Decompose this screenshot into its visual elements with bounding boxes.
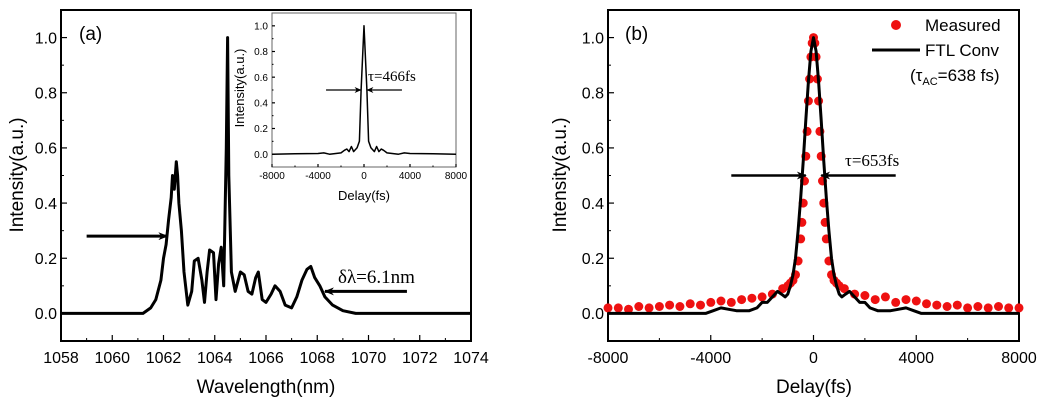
y-tick-label: 0.6: [35, 141, 57, 158]
y-tick-label: 0.0: [582, 306, 604, 323]
y-tick-label: 0.8: [582, 86, 604, 103]
y-tick-label: 0.8: [254, 47, 268, 58]
x-tick-label: -8000: [259, 171, 285, 182]
measured-point: [911, 296, 921, 306]
y-tick-label: 0.4: [254, 98, 268, 109]
ftl-conv-line: [608, 36, 1019, 315]
measured-point: [737, 295, 747, 305]
y-tick-label: 0.2: [35, 251, 57, 268]
measured-point: [880, 292, 890, 302]
measured-point: [634, 302, 644, 311]
measured-point: [726, 297, 736, 307]
measured-point: [994, 302, 1003, 311]
x-tick-label: 4000: [898, 350, 934, 367]
measured-point: [891, 297, 901, 307]
x-tick-label: 4000: [399, 171, 422, 182]
measured-point: [747, 293, 757, 303]
measured-point: [1004, 303, 1014, 313]
y-tick-label: 0.6: [254, 73, 268, 84]
panel-b-label: (b): [625, 24, 648, 45]
y-tick-label: 0.8: [35, 86, 57, 103]
x-tick-label: 1072: [402, 350, 438, 367]
panel-b-ylabel: Intensity(a.u.): [550, 117, 571, 232]
legend: Measured FTL Conv (τAC=638 fs): [872, 16, 1001, 88]
y-tick-label: 1.0: [254, 21, 268, 32]
measured-point: [922, 299, 931, 309]
measured-point: [624, 304, 633, 314]
inset-autocorrelation-line: [271, 25, 457, 155]
x-tick-label: 8000: [1001, 350, 1037, 367]
measured-point: [716, 296, 726, 306]
y-tick-label: 0.0: [254, 150, 268, 161]
measured-point: [706, 297, 716, 307]
measured-point: [757, 292, 767, 302]
y-tick-label: 1.0: [582, 30, 604, 47]
measured-point: [685, 299, 695, 309]
x-tick-label: 8000: [445, 171, 468, 182]
y-tick-label: 0.2: [582, 251, 604, 268]
x-tick-label: -8000: [588, 350, 629, 367]
panel-b-autocorrelation: -8000 -4000 0 4000 8000 0.0 0.2 0.4 0.6 0.8 1.0: [582, 9, 1037, 367]
measured-point: [603, 303, 613, 313]
measured-point: [1014, 303, 1024, 313]
measured-point: [644, 303, 654, 313]
legend-measured-label: Measured: [925, 16, 1001, 35]
measured-point: [613, 303, 623, 313]
x-tick-label: 1060: [94, 350, 130, 367]
x-tick-label: 1068: [299, 350, 335, 367]
panel-a-ylabel: Intensity(a.u.): [7, 117, 28, 232]
spectrum-line: [61, 36, 471, 315]
y-tick-label: 0.2: [254, 124, 268, 135]
measured-point: [654, 302, 664, 311]
legend-measured-marker: [891, 20, 901, 30]
bandwidth-annotation: δλ=6.1nm: [338, 267, 415, 288]
y-tick-label: 0.4: [35, 196, 57, 213]
panel-a-xlabel: Wavelength(nm): [197, 377, 336, 398]
x-tick-label: 1062: [146, 350, 182, 367]
y-tick-label: 0.6: [582, 141, 604, 158]
measured-point: [983, 303, 993, 313]
measured-point: [839, 284, 849, 294]
x-tick-label: 0: [361, 171, 367, 182]
y-tick-label: 0.0: [35, 306, 57, 323]
measured-point: [952, 300, 962, 310]
measured-point: [696, 300, 705, 310]
measured-point: [963, 303, 973, 313]
y-tick-label: 1.0: [35, 30, 57, 47]
measured-point: [942, 302, 952, 311]
x-tick-label: 1064: [197, 350, 233, 367]
panel-a-spectrum: 1058 1060 1062 1064 1066 1068 1070 1072 1074 0.0 0…: [35, 9, 489, 367]
panel-a-label: (a): [79, 24, 102, 45]
x-tick-label: 0: [809, 350, 818, 367]
x-tick-label: 1058: [43, 350, 79, 367]
measured-point: [675, 302, 685, 311]
x-tick-label: 1074: [453, 350, 489, 367]
x-tick-label: -4000: [690, 350, 731, 367]
legend-ftl-label: FTL Conv: [925, 41, 1000, 60]
measured-point: [870, 295, 880, 305]
x-tick-label: -4000: [305, 171, 331, 182]
measured-point: [932, 300, 942, 310]
panel-b-xlabel: Delay(fs): [776, 377, 852, 398]
x-tick-label: 1070: [351, 350, 387, 367]
measured-point: [973, 302, 983, 311]
inset-xlabel: Delay(fs): [338, 188, 390, 203]
panel-a-inset-autocorrelation: -8000 -4000 0 4000 8000 0.0 0.2 0.4 0.6 0.8 1.0: [254, 12, 468, 182]
y-tick-label: 0.4: [582, 196, 604, 213]
inset-ylabel: Intensity(a.u.): [232, 49, 247, 128]
measured-point: [901, 295, 911, 305]
x-tick-label: 1066: [248, 350, 284, 367]
pulse-width-annotation: τ=653fs: [845, 151, 899, 170]
measured-point: [665, 300, 675, 310]
inset-pulse-width-annotation: τ=466fs: [368, 69, 416, 85]
measured-point: [860, 291, 870, 300]
legend-tau-ac: (τAC=638 fs): [910, 66, 1000, 88]
